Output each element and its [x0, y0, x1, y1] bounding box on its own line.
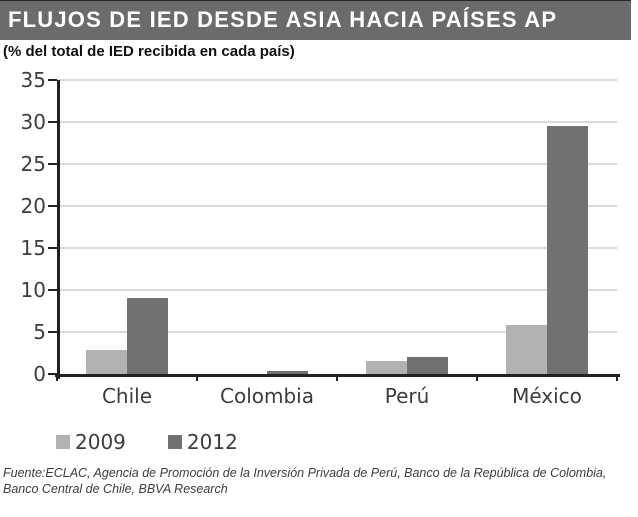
y-axis-tick: [48, 163, 57, 165]
source-line: Banco Central de Chile, BBVA Research: [3, 482, 228, 496]
y-axis-tick: [48, 121, 57, 123]
bar-2009-chile: [86, 350, 127, 374]
gridline: [57, 79, 617, 81]
x-axis-tick: [476, 374, 478, 381]
x-tick-label-peru: Perú: [384, 384, 430, 408]
bar-2009-peru: [366, 361, 407, 374]
source-note: Fuente:ECLAC, Agencia de Promoción de la…: [3, 465, 635, 497]
y-axis-tick: [48, 79, 57, 81]
legend-label-2012: 2012: [186, 430, 238, 454]
y-tick-label: 20: [20, 194, 46, 218]
bar-2012-chile: [127, 298, 168, 374]
y-tick-label: 35: [20, 68, 46, 92]
y-tick-label: 30: [20, 110, 46, 134]
bar-2012-mexico: [547, 126, 588, 374]
source-line: Fuente:ECLAC, Agencia de Promoción de la…: [3, 466, 607, 480]
gridline: [57, 247, 617, 249]
bar-2009-mexico: [506, 325, 547, 374]
y-tick-label: 0: [33, 362, 46, 386]
chart-title-bar: FLUJOS DE IED DESDE ASIA HACIA PAÍSES AP: [0, 0, 631, 40]
bar-chart: 0 5 10 15 20 25 30 35 Chile Colombia Perú México: [20, 68, 620, 408]
legend-swatch-2009: [56, 435, 70, 449]
legend-item-2012: 2012: [167, 430, 238, 454]
legend: 2009 2012: [56, 430, 238, 454]
y-tick-label: 10: [20, 278, 46, 302]
gridline: [57, 205, 617, 207]
x-tick-label-mexico: México: [512, 384, 582, 408]
gridline: [57, 121, 617, 123]
gridline: [57, 163, 617, 165]
bar-2012-peru: [407, 357, 448, 374]
x-axis-tick: [616, 374, 618, 381]
legend-swatch-2012: [167, 435, 182, 449]
y-tick-label: 5: [33, 320, 46, 344]
y-tick-label: 15: [20, 236, 46, 260]
legend-item-2009: 2009: [56, 430, 126, 454]
x-axis-tick: [196, 374, 198, 381]
y-axis-line: [57, 80, 60, 379]
chart-title: FLUJOS DE IED DESDE ASIA HACIA PAÍSES AP: [8, 7, 558, 32]
chart-subtitle: (% del total de IED recibida en cada paí…: [3, 43, 295, 60]
y-axis-tick: [48, 205, 57, 207]
x-tick-label-colombia: Colombia: [220, 384, 314, 408]
gridline: [57, 331, 617, 333]
y-axis-tick: [48, 289, 57, 291]
gridline: [57, 289, 617, 291]
y-axis-tick: [48, 373, 57, 375]
x-axis-line: [55, 374, 620, 377]
y-axis-tick: [48, 331, 57, 333]
x-axis-tick: [336, 374, 338, 381]
y-tick-label: 25: [20, 152, 46, 176]
bar-2012-colombia: [267, 371, 308, 374]
y-axis-tick: [48, 247, 57, 249]
x-tick-label-chile: Chile: [101, 384, 153, 408]
legend-label-2009: 2009: [75, 430, 126, 454]
